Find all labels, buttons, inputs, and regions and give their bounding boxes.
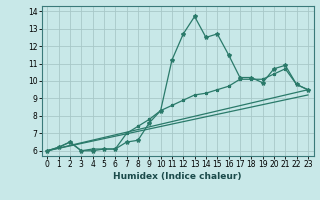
X-axis label: Humidex (Indice chaleur): Humidex (Indice chaleur): [113, 172, 242, 181]
